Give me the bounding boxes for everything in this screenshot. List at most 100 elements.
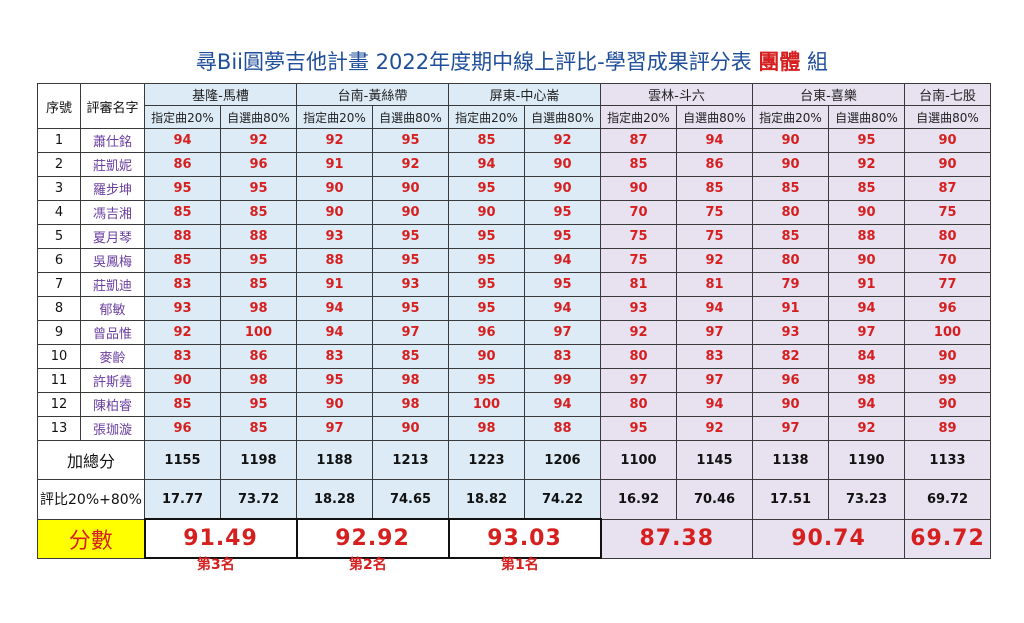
score-cell: 95 — [448, 248, 525, 273]
score-cell: 88 — [524, 416, 601, 441]
score-cell: 98 — [828, 368, 905, 393]
score-cell: 85 — [752, 176, 829, 201]
title-group: 團體 — [758, 50, 801, 74]
score-cell: 75 — [600, 224, 677, 249]
eval-label: 評比20%+80% — [37, 479, 145, 520]
score-cell: 81 — [600, 272, 677, 297]
score-cell: 94 — [524, 392, 601, 417]
total-row: 加總分 1155 1198 1188 1213 1223 1206 1100 1145 1138 1… — [37, 440, 991, 480]
rank-label: 第1名 — [501, 557, 539, 573]
title-prefix: 尋Bii圓夢吉他計畫 2022年度期中線上評比-學習成果評分表 — [195, 50, 759, 74]
score-cell: 88 — [220, 224, 297, 249]
score-cell: 85 — [144, 248, 221, 273]
score-cell: 90 — [296, 392, 373, 417]
score-cell: 93 — [600, 296, 677, 321]
score-cell: 95 — [220, 392, 297, 417]
rank-label: 第3名 — [197, 557, 235, 573]
score-cell: 90 — [448, 344, 525, 369]
free-header: 自選曲80% — [372, 105, 449, 129]
score-cell: 94 — [524, 296, 601, 321]
score-cell: 80 — [904, 224, 991, 249]
eval-cell: 70.46 — [676, 479, 753, 520]
page-title: 尋Bii圓夢吉他計畫 2022年度期中線上評比-學習成果評分表 團體 組 — [0, 46, 1024, 76]
score-cell: 90 — [752, 152, 829, 177]
judge-name: 張珈漩 — [80, 416, 145, 441]
header-row-parts: 指定曲20% 自選曲80% 指定曲20% 自選曲80% 指定曲20% 自選曲80% 指定曲2… — [38, 105, 991, 129]
score-cell: 97 — [676, 368, 753, 393]
score-cell: 93 — [752, 320, 829, 345]
total-cell: 1223 — [448, 440, 525, 480]
assigned-header: 指定曲20% — [752, 105, 829, 129]
score-cell: 95 — [220, 176, 297, 201]
score-cell: 90 — [372, 176, 449, 201]
score-cell: 96 — [448, 320, 525, 345]
table-row: 5 夏月琴 88 88 93 95 95 95 75 75 85 88 80 — [37, 224, 991, 249]
score-cell: 88 — [828, 224, 905, 249]
score-cell: 81 — [676, 272, 753, 297]
score-cell: 92 — [828, 152, 905, 177]
score-cell: 75 — [600, 248, 677, 273]
table-row: 11 許斯堯 90 98 95 98 95 99 97 97 96 98 99 — [37, 368, 991, 393]
score-cell: 95 — [448, 224, 525, 249]
score-cell: 93 — [144, 296, 221, 321]
score-cell: 88 — [296, 248, 373, 273]
score-cell: 92 — [296, 128, 373, 153]
eval-cell: 74.65 — [372, 479, 449, 520]
score-cell: 100 — [448, 392, 525, 417]
score-cell: 83 — [144, 344, 221, 369]
table-row: 6 吳鳳梅 85 95 88 95 95 94 75 92 80 90 70 — [37, 248, 991, 273]
header-seq: 序號 — [37, 83, 81, 129]
score-cell: 90 — [372, 416, 449, 441]
score-cell: 98 — [372, 392, 449, 417]
score-cell: 100 — [220, 320, 297, 345]
judge-name: 許斯堯 — [80, 368, 145, 393]
score-cell: 94 — [296, 320, 373, 345]
score-cell: 87 — [600, 128, 677, 153]
score-cell: 80 — [752, 200, 829, 225]
score-cell: 94 — [524, 248, 601, 273]
table-row: 7 莊凱迪 83 85 91 93 95 95 81 81 79 91 77 — [37, 272, 991, 297]
free-header: 自選曲80% — [220, 105, 297, 129]
judge-name: 麥齡 — [80, 344, 145, 369]
score-cell: 75 — [904, 200, 991, 225]
score-cell: 90 — [904, 392, 991, 417]
score-table: 序號 評審名字 基隆-馬槽 台南-黃絲帶 屏東-中心崙 雲林-斗六 台東-喜樂 台南-七股 指定… — [37, 83, 991, 559]
eval-cell: 17.51 — [752, 479, 829, 520]
score-cell: 85 — [676, 176, 753, 201]
eval-cell: 18.28 — [296, 479, 373, 520]
score-cell: 94 — [828, 392, 905, 417]
score-cell: 92 — [524, 128, 601, 153]
judge-name: 郁敏 — [80, 296, 145, 321]
total-cell: 1145 — [676, 440, 753, 480]
score-cell: 98 — [372, 368, 449, 393]
score-cell: 90 — [828, 248, 905, 273]
score-cell: 96 — [904, 296, 991, 321]
score-cell: 95 — [372, 128, 449, 153]
score-cell: 85 — [220, 416, 297, 441]
judge-name: 夏月琴 — [80, 224, 145, 249]
final-row: 分數 91.49 92.92 93.03 87.38 90.74 69.72 — [37, 518, 991, 559]
score-cell: 90 — [904, 344, 991, 369]
score-cell: 95 — [220, 248, 297, 273]
score-cell: 92 — [220, 128, 297, 153]
table-row: 2 莊凱妮 86 96 91 92 94 90 85 86 90 92 90 — [37, 152, 991, 177]
final-score: 90.74 — [752, 518, 905, 559]
score-cell: 90 — [752, 128, 829, 153]
judge-name: 羅步坤 — [80, 176, 145, 201]
eval-cell: 16.92 — [600, 479, 677, 520]
judge-seq: 2 — [37, 152, 81, 177]
header-judge: 評審名字 — [80, 83, 145, 129]
score-cell: 90 — [448, 200, 525, 225]
judge-seq: 11 — [37, 368, 81, 393]
score-cell: 85 — [828, 176, 905, 201]
score-cell: 75 — [676, 224, 753, 249]
total-cell: 1133 — [904, 440, 991, 480]
score-cell: 86 — [144, 152, 221, 177]
score-cell: 90 — [524, 176, 601, 201]
judge-seq: 9 — [37, 320, 81, 345]
total-cell: 1138 — [752, 440, 829, 480]
judge-name: 莊凱迪 — [80, 272, 145, 297]
score-cell: 91 — [828, 272, 905, 297]
judge-name: 莊凱妮 — [80, 152, 145, 177]
eval-cell: 69.72 — [904, 479, 991, 520]
